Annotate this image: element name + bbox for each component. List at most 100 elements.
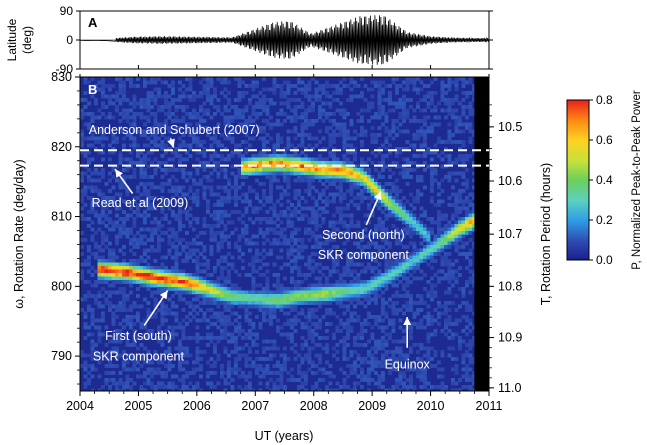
heatmap-cell bbox=[216, 283, 221, 288]
heatmap-cell bbox=[321, 241, 326, 246]
heatmap-cell bbox=[353, 297, 357, 302]
heatmap-cell bbox=[388, 259, 392, 263]
heatmap-cell bbox=[167, 276, 172, 281]
heatmap-cell bbox=[97, 360, 102, 365]
heatmap-cell bbox=[461, 77, 466, 81]
heatmap-cell bbox=[178, 80, 182, 85]
heatmap-cell bbox=[286, 199, 291, 204]
heatmap-cell bbox=[353, 381, 357, 386]
heatmap-cell bbox=[447, 154, 452, 158]
heatmap-cell bbox=[129, 325, 133, 330]
heatmap-cell bbox=[391, 210, 396, 214]
heatmap-cell bbox=[426, 280, 431, 284]
heatmap-cell bbox=[353, 339, 357, 344]
heatmap-cell bbox=[419, 325, 424, 330]
heatmap-cell bbox=[412, 245, 417, 249]
heatmap-cell bbox=[248, 136, 252, 141]
heatmap-cell bbox=[80, 245, 84, 249]
heatmap-cell bbox=[118, 77, 123, 81]
heatmap-cell bbox=[419, 224, 424, 228]
heatmap-cell bbox=[192, 241, 196, 246]
heatmap-cell bbox=[297, 280, 301, 284]
heatmap-cell bbox=[181, 297, 186, 302]
heatmap-cell bbox=[377, 133, 382, 137]
heatmap-cell bbox=[332, 259, 336, 263]
heatmap-cell bbox=[143, 276, 147, 281]
heatmap-cell bbox=[206, 259, 210, 263]
heatmap-cell bbox=[192, 283, 196, 288]
heatmap-cell bbox=[171, 287, 175, 291]
heatmap-cell bbox=[167, 147, 172, 151]
heatmap-cell bbox=[465, 343, 469, 347]
heatmap-cell bbox=[258, 168, 263, 172]
heatmap-cell bbox=[223, 280, 228, 284]
heatmap-cell bbox=[115, 91, 119, 95]
heatmap-cell bbox=[174, 374, 179, 379]
heatmap-cell bbox=[286, 136, 291, 141]
heatmap-cell bbox=[381, 143, 385, 148]
heatmap-cell bbox=[251, 364, 256, 368]
heatmap-cell bbox=[346, 168, 350, 172]
heatmap-cell bbox=[311, 231, 315, 235]
heatmap-cell bbox=[216, 259, 221, 263]
heatmap-cell bbox=[318, 241, 322, 246]
heatmap-cell bbox=[290, 224, 294, 228]
heatmap-cell bbox=[465, 304, 469, 309]
heatmap-cell bbox=[335, 168, 340, 172]
heatmap-cell bbox=[346, 231, 350, 235]
heatmap-cell bbox=[437, 374, 441, 379]
heatmap-cell bbox=[465, 217, 469, 221]
heatmap-cell bbox=[321, 217, 326, 221]
heatmap-cell bbox=[153, 136, 158, 141]
heatmap-cell bbox=[339, 329, 343, 333]
heatmap-cell bbox=[87, 161, 91, 165]
heatmap-cell bbox=[283, 80, 287, 85]
heatmap-cell bbox=[244, 84, 249, 88]
heatmap-cell bbox=[269, 136, 273, 141]
heatmap-cell bbox=[258, 266, 263, 270]
heatmap-cell bbox=[458, 101, 462, 106]
heatmap-cell bbox=[227, 199, 231, 204]
heatmap-cell bbox=[349, 388, 354, 391]
heatmap-cell bbox=[311, 297, 315, 302]
heatmap-cell bbox=[356, 364, 361, 368]
heatmap-cell bbox=[391, 206, 396, 211]
heatmap-cell bbox=[248, 217, 252, 221]
heatmap-cell bbox=[412, 367, 417, 372]
heatmap-cell bbox=[321, 91, 326, 95]
heatmap-cell bbox=[213, 154, 217, 158]
heatmap-cell bbox=[276, 388, 280, 391]
heatmap-cell bbox=[370, 213, 375, 218]
heatmap-cell bbox=[384, 84, 389, 88]
heatmap-cell bbox=[206, 91, 210, 95]
heatmap-cell bbox=[122, 385, 126, 389]
heatmap-cell bbox=[279, 196, 284, 200]
heatmap-cell bbox=[129, 101, 133, 106]
heatmap-cell bbox=[311, 77, 315, 81]
heatmap-cell bbox=[181, 210, 186, 214]
heatmap-cell bbox=[300, 343, 305, 347]
heatmap-cell bbox=[325, 350, 329, 354]
heatmap-cell bbox=[178, 360, 182, 365]
heatmap-cell bbox=[125, 280, 130, 284]
heatmap-cell bbox=[311, 336, 315, 340]
heatmap-cell bbox=[101, 262, 105, 267]
heatmap-cell bbox=[237, 80, 242, 85]
heatmap-cell bbox=[150, 283, 154, 288]
heatmap-cell bbox=[146, 136, 151, 141]
heatmap-cell bbox=[430, 318, 434, 323]
heatmap-cell bbox=[381, 199, 385, 204]
heatmap-cell bbox=[157, 122, 161, 127]
heatmap-cell bbox=[90, 227, 95, 232]
heatmap-cell bbox=[223, 168, 228, 172]
heatmap-cell bbox=[223, 308, 228, 312]
heatmap-cell bbox=[423, 122, 427, 127]
heatmap-cell bbox=[307, 273, 312, 277]
heatmap-cell bbox=[349, 325, 354, 330]
heatmap-cell bbox=[325, 115, 329, 120]
heatmap-cell bbox=[241, 266, 245, 270]
heatmap-cell bbox=[167, 280, 172, 284]
heatmap-cell bbox=[367, 374, 371, 379]
heatmap-cell bbox=[80, 353, 84, 358]
heatmap-cell bbox=[454, 322, 459, 326]
